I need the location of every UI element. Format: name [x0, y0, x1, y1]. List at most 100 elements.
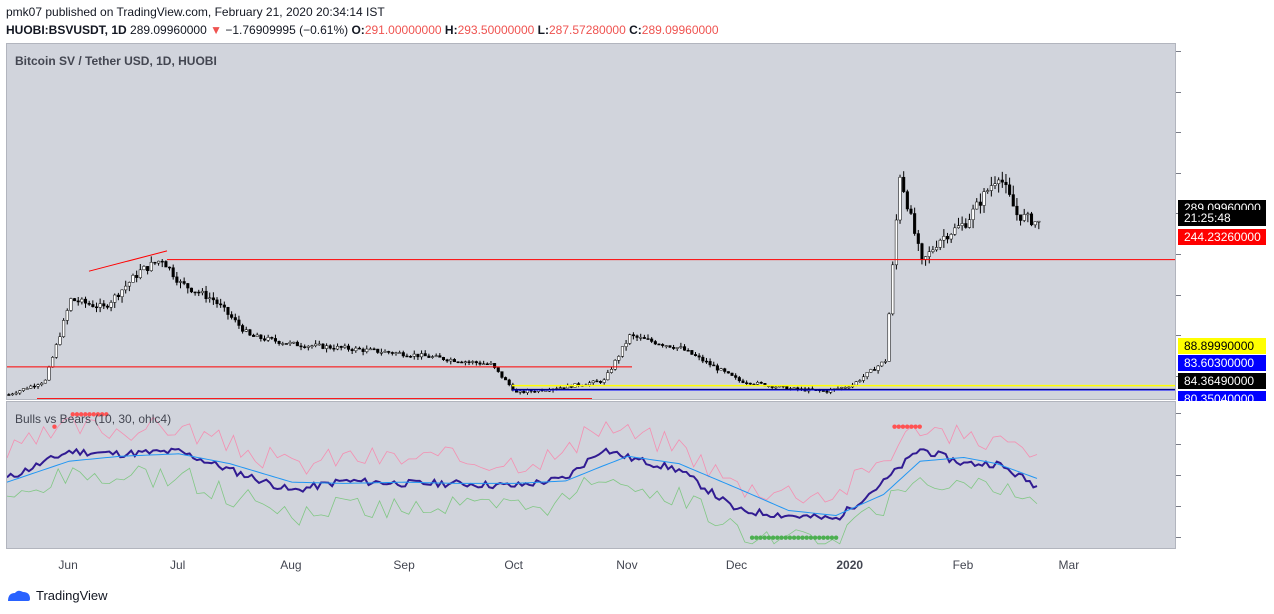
candle-body — [500, 371, 504, 378]
candle-body — [591, 380, 595, 384]
candle-body — [208, 297, 212, 300]
candle-body — [157, 260, 161, 264]
candle-body — [894, 219, 898, 266]
candle-body — [273, 338, 277, 342]
ohlc-header: HUOBI:BSVUSDT, 1D 289.09960000 ▼ −1.7690… — [6, 23, 719, 37]
candle-body — [339, 345, 343, 348]
candle-body — [609, 369, 614, 373]
candle-body — [387, 351, 391, 353]
price-tick-mark — [1176, 253, 1181, 255]
candle-body — [412, 353, 416, 357]
candle-body — [10, 393, 15, 396]
candle-body — [124, 285, 128, 291]
price-tick-mark — [1176, 132, 1181, 134]
bear-signal-dot — [104, 412, 109, 417]
candle-body — [909, 208, 913, 214]
time-tick-label: Nov — [616, 558, 638, 572]
candle-body — [299, 345, 303, 348]
candle-body — [7, 394, 11, 396]
candle-body — [726, 371, 730, 374]
time-axis[interactable]: Jun Jul Aug Sep Oct Nov Dec 2020 Feb Mar — [6, 550, 1176, 576]
candle-body — [945, 236, 950, 240]
candle-body — [452, 359, 456, 363]
candle-body — [14, 392, 18, 395]
candle-body — [398, 352, 402, 354]
candle-body — [153, 261, 157, 264]
candle-body — [872, 369, 876, 371]
candle-body — [18, 390, 22, 394]
candle-body — [544, 390, 548, 392]
candle-body — [690, 350, 694, 355]
candle-body — [628, 334, 632, 344]
bull-signal-dot — [779, 535, 784, 540]
indicator-panel[interactable]: Bulls vs Bears (10, 30, ohlc4) — [6, 401, 1176, 549]
candle-body — [949, 234, 953, 240]
candle-body — [270, 337, 274, 339]
candle-body — [967, 219, 971, 228]
candle-body — [182, 281, 186, 284]
candle-body — [303, 346, 307, 348]
candle-body — [120, 289, 124, 297]
candle-body — [525, 390, 530, 394]
candle-body — [562, 387, 566, 389]
bulls-band-line — [7, 465, 1038, 545]
candle-body — [54, 344, 58, 358]
candle-body — [211, 297, 215, 301]
candle-body — [401, 352, 405, 357]
bear-signal-dot — [95, 412, 101, 417]
candle-body — [441, 357, 446, 360]
chart-title: Bitcoin SV / Tether USD, 1D, HUOBI — [15, 54, 217, 68]
candle-body — [204, 290, 208, 299]
brand-name: TradingView — [36, 588, 108, 603]
price-chart-panel[interactable]: Bitcoin SV / Tether USD, 1D, HUOBI — [6, 43, 1176, 400]
candle-body — [588, 382, 592, 386]
candle-body — [346, 345, 351, 350]
bull-signal-dot — [825, 535, 830, 540]
close-value: 289.09960000 — [641, 23, 719, 37]
candle-body — [1019, 214, 1023, 221]
candle-body — [748, 382, 752, 385]
candle-body — [354, 347, 358, 352]
candle-body — [171, 267, 175, 278]
bear-signal-dot — [896, 424, 901, 429]
price-chart-svg[interactable] — [7, 44, 1176, 400]
candle-body — [25, 388, 29, 390]
candle-body — [445, 359, 449, 362]
price-axis[interactable]: 289.09960000 21:25:48 244.23260000 88.89990… — [1176, 43, 1268, 407]
candle-body — [1022, 214, 1026, 221]
candle-body — [102, 303, 106, 307]
bull-signal-dot — [812, 535, 818, 540]
candle-body — [197, 291, 201, 294]
indicator-title: Bulls vs Bears (10, 30, ohlc4) — [15, 412, 172, 426]
candle-body — [756, 382, 760, 385]
indicator-axis[interactable] — [1176, 401, 1268, 549]
last-price: 289.09960000 — [130, 23, 207, 37]
candle-body — [175, 276, 179, 283]
indicator-svg[interactable] — [7, 402, 1176, 549]
candle-body — [127, 282, 131, 287]
candle-body — [858, 380, 862, 382]
candle-body — [887, 313, 891, 362]
candle-body — [314, 343, 318, 346]
bull-signal-dot — [821, 535, 826, 540]
candle-body — [295, 341, 299, 347]
candle-body — [357, 347, 361, 350]
price-tick-mark — [1176, 294, 1181, 296]
candle-body — [613, 360, 617, 370]
candle-body — [719, 368, 723, 371]
candle-body — [975, 201, 979, 210]
candle-body — [1011, 194, 1015, 207]
bear-signal-dot — [913, 424, 918, 429]
bull-signal-dot — [829, 535, 835, 540]
candle-body — [266, 337, 270, 341]
candle-body — [131, 275, 135, 283]
time-tick-label: Oct — [504, 558, 524, 572]
candle-body — [84, 298, 88, 304]
time-tick-label: Mar — [1058, 558, 1080, 572]
price-tag: 84.36490000 — [1178, 373, 1266, 389]
candle-body — [325, 345, 329, 349]
candle-body — [233, 317, 237, 321]
tradingview-logo[interactable]: TradingView — [6, 588, 108, 603]
candle-body — [489, 363, 493, 365]
candle-body — [982, 191, 986, 206]
